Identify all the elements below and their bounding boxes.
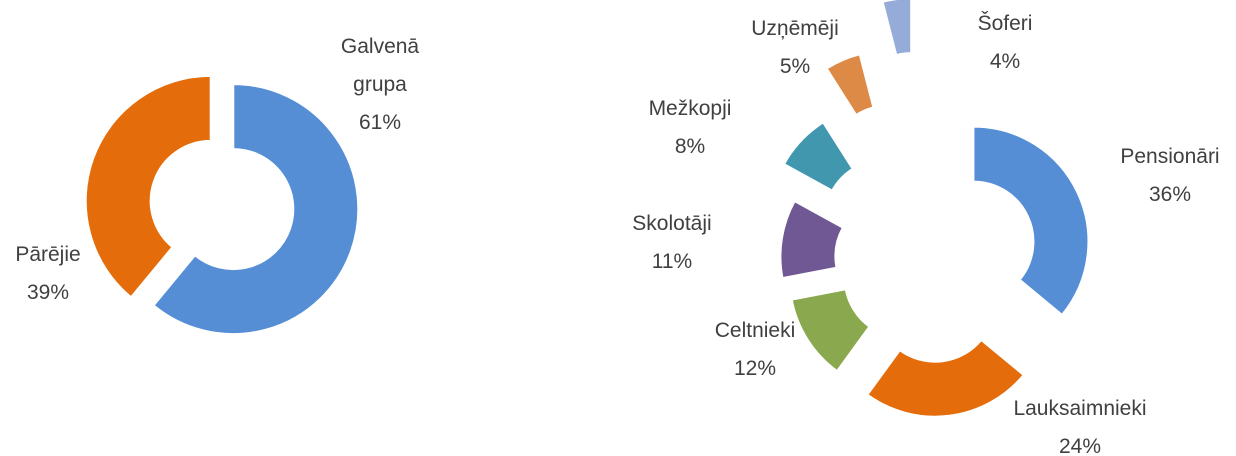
donut-slice bbox=[790, 288, 871, 373]
donut-slice bbox=[152, 83, 360, 336]
slice-name: Uzņēmēji bbox=[751, 17, 839, 40]
slice-label: Šoferi 4% bbox=[945, 5, 1065, 81]
slice-value: 11% bbox=[651, 250, 693, 273]
donut-slice bbox=[825, 53, 875, 117]
slice-name: Galvenā grupa bbox=[340, 35, 420, 96]
slice-value: 4% bbox=[989, 50, 1021, 73]
slice-name: Pensionāri bbox=[1120, 145, 1220, 168]
donut-slice bbox=[972, 125, 1090, 317]
slice-value: 39% bbox=[26, 281, 70, 304]
slice-value: 61% bbox=[358, 111, 402, 134]
donut-slice bbox=[866, 338, 1026, 418]
slice-label: Skolotāji 11% bbox=[597, 205, 747, 281]
slice-label: Lauksaimnieki 24% bbox=[990, 390, 1170, 456]
slice-name: Skolotāji bbox=[632, 212, 712, 235]
slice-name: Celtnieki bbox=[714, 319, 796, 342]
slice-value: 36% bbox=[1148, 183, 1192, 206]
slice-label: Pārējie 39% bbox=[0, 236, 108, 312]
slice-label: Galvenā grupa 61% bbox=[320, 28, 440, 142]
donut-slice bbox=[84, 74, 212, 299]
slice-label: Uzņēmēji 5% bbox=[720, 10, 870, 86]
slice-name: Pārējie bbox=[15, 243, 81, 266]
donut-slice bbox=[782, 121, 855, 193]
slice-name: Lauksaimnieki bbox=[1013, 397, 1147, 420]
slice-value: 12% bbox=[733, 357, 777, 380]
slice-label: Mežkopji 8% bbox=[615, 90, 765, 166]
slice-label: Celtnieki 12% bbox=[680, 312, 830, 388]
slice-label: Pensionāri 36% bbox=[1090, 138, 1236, 214]
slice-value: 8% bbox=[674, 135, 706, 158]
slice-name: Mežkopji bbox=[648, 97, 732, 120]
slice-value: 5% bbox=[779, 55, 811, 78]
slice-value: 24% bbox=[1058, 435, 1102, 456]
donut-slice bbox=[779, 199, 845, 280]
donut-slice bbox=[881, 0, 913, 57]
slice-name: Šoferi bbox=[977, 12, 1033, 35]
